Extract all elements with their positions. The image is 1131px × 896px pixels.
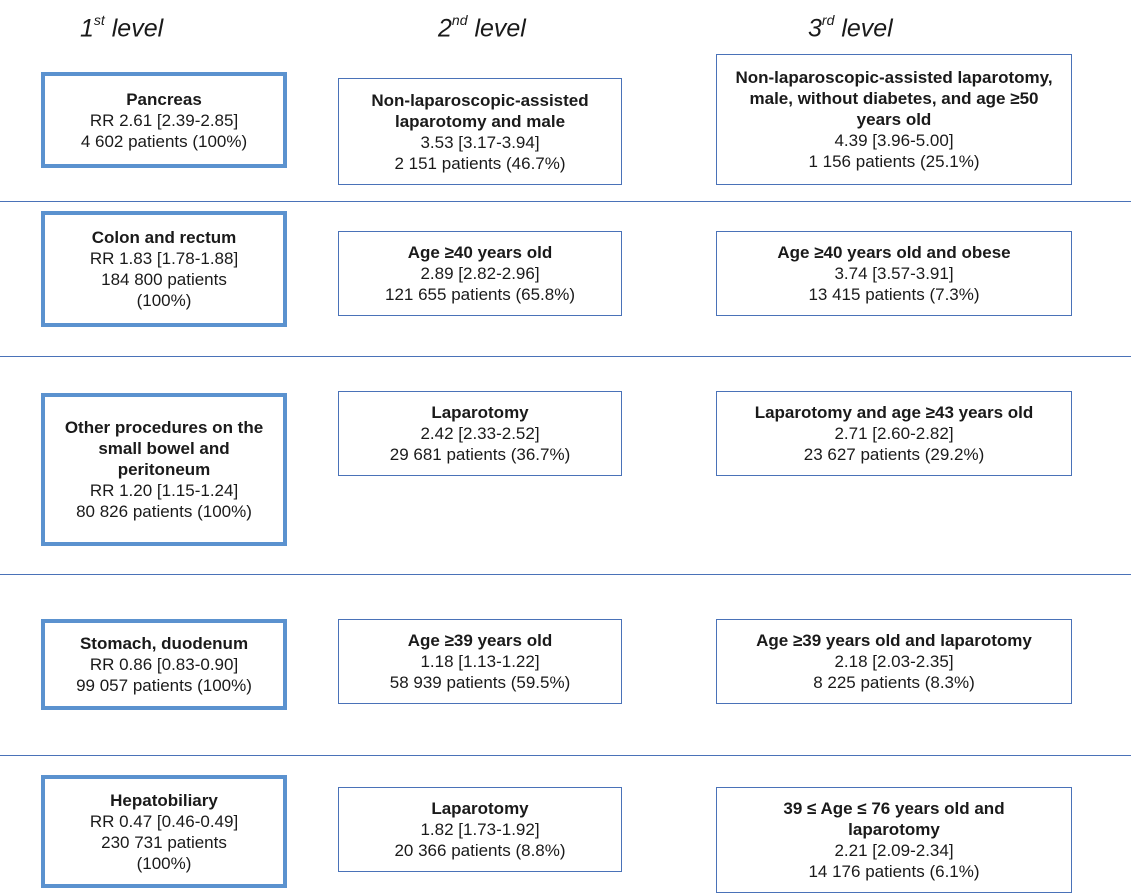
box-title: Age ≥39 years old and laparotomy <box>756 631 1032 650</box>
box-percent: (100%) <box>136 853 192 873</box>
box-title: Age ≥39 years old <box>407 631 553 650</box>
box-title: Non-laparoscopic-assisted laparotomy and… <box>371 90 589 131</box>
level-1-box-hepatobiliary: Hepatobiliary RR 0.47 [0.46-0.49] 230 73… <box>41 775 287 888</box>
box-rr: 1.18 [1.13-1.22] <box>420 652 540 671</box>
box-patients: 184 800 patients <box>101 270 227 289</box>
level-3-box-colon-rectum: Age ≥40 years old and obese 3.74 [3.57-3… <box>716 231 1072 316</box>
box-patients: 80 826 patients (100%) <box>76 502 252 521</box>
level-1-box-small-bowel: Other procedures on the small bowel and … <box>41 393 287 546</box>
level-1-box-stomach-duodenum: Stomach, duodenum RR 0.86 [0.83-0.90] 99… <box>41 619 287 710</box>
level-3-box-small-bowel: Laparotomy and age ≥43 years old 2.71 [2… <box>716 391 1072 476</box>
box-rr: RR 1.83 [1.78-1.88] <box>89 249 239 268</box>
box-rr: 4.39 [3.96-5.00] <box>834 131 954 150</box>
box-patients: 20 366 patients (8.8%) <box>394 841 566 860</box>
box-patients: 8 225 patients (8.3%) <box>813 673 975 692</box>
box-patients: 13 415 patients (7.3%) <box>808 285 980 304</box>
box-title: Non-laparoscopic-assisted laparotomy, ma… <box>735 68 1053 129</box>
level-2-box-hepatobiliary: Laparotomy 1.82 [1.73-1.92] 20 366 patie… <box>338 787 622 872</box>
level-3-box-pancreas: Non-laparoscopic-assisted laparotomy, ma… <box>716 54 1072 185</box>
box-rr: 2.42 [2.33-2.52] <box>420 424 540 443</box>
box-title: Laparotomy <box>431 799 529 818</box>
level-2-box-small-bowel: Laparotomy 2.42 [2.33-2.52] 29 681 patie… <box>338 391 622 476</box>
level-1-box-pancreas: Pancreas RR 2.61 [2.39-2.85] 4 602 patie… <box>41 72 287 168</box>
box-title: Stomach, duodenum <box>79 634 249 653</box>
box-rr: 3.53 [3.17-3.94] <box>420 132 540 152</box>
box-patients: 1 156 patients (25.1%) <box>808 152 980 171</box>
level-2-header: 2nd level <box>438 12 526 43</box>
level-2-box-stomach-duodenum: Age ≥39 years old 1.18 [1.13-1.22] 58 93… <box>338 619 622 704</box>
box-patients: 230 731 patients <box>101 832 227 852</box>
level-1-box-colon-rectum: Colon and rectum RR 1.83 [1.78-1.88] 184… <box>41 211 287 327</box>
box-patients: 121 655 patients (65.8%) <box>385 285 575 304</box>
box-title: Colon and rectum <box>91 228 237 247</box>
box-title: Hepatobiliary <box>110 790 218 810</box>
row-separator <box>0 201 1131 202</box>
box-title: Age ≥40 years old and obese <box>777 243 1011 262</box>
box-title: 39 ≤ Age ≤ 76 years old and laparotomy <box>783 799 1005 839</box>
level-3-box-hepatobiliary: 39 ≤ Age ≤ 76 years old and laparotomy 2… <box>716 787 1072 893</box>
box-patients: 58 939 patients (59.5%) <box>389 673 571 692</box>
box-percent: (100%) <box>136 291 192 310</box>
box-patients: 23 627 patients (29.2%) <box>803 445 985 464</box>
box-rr: 1.82 [1.73-1.92] <box>420 820 540 839</box>
level-3-header: 3rd level <box>808 12 893 43</box>
box-title: Other procedures on the small bowel and … <box>64 418 264 479</box>
box-rr: 2.18 [2.03-2.35] <box>834 652 954 671</box>
box-title: Pancreas <box>126 89 202 109</box>
box-patients: 2 151 patients (46.7%) <box>394 153 566 173</box>
row-separator <box>0 574 1131 575</box>
level-2-box-pancreas: Non-laparoscopic-assisted laparotomy and… <box>338 78 622 185</box>
box-rr: RR 0.47 [0.46-0.49] <box>89 811 239 831</box>
row-separator <box>0 755 1131 756</box>
box-rr: 2.21 [2.09-2.34] <box>834 841 954 860</box>
box-title: Laparotomy and age ≥43 years old <box>754 403 1034 422</box>
box-rr: RR 1.20 [1.15-1.24] <box>89 481 239 500</box>
level-3-box-stomach-duodenum: Age ≥39 years old and laparotomy 2.18 [2… <box>716 619 1072 704</box>
box-patients: 4 602 patients (100%) <box>80 131 248 151</box>
box-rr: 2.71 [2.60-2.82] <box>834 424 954 443</box>
box-rr: RR 2.61 [2.39-2.85] <box>89 110 239 130</box>
level-2-box-colon-rectum: Age ≥40 years old 2.89 [2.82-2.96] 121 6… <box>338 231 622 316</box>
box-patients: 29 681 patients (36.7%) <box>389 445 571 464</box>
box-rr: 3.74 [3.57-3.91] <box>834 264 954 283</box>
box-title: Laparotomy <box>431 403 529 422</box>
level-1-header: 1st level <box>80 12 164 43</box>
box-rr: 2.89 [2.82-2.96] <box>420 264 540 283</box>
box-rr: RR 0.86 [0.83-0.90] <box>89 655 239 674</box>
row-separator <box>0 356 1131 357</box>
box-patients: 99 057 patients (100%) <box>76 676 252 695</box>
box-patients: 14 176 patients (6.1%) <box>808 862 980 881</box>
box-title: Age ≥40 years old <box>407 243 553 262</box>
